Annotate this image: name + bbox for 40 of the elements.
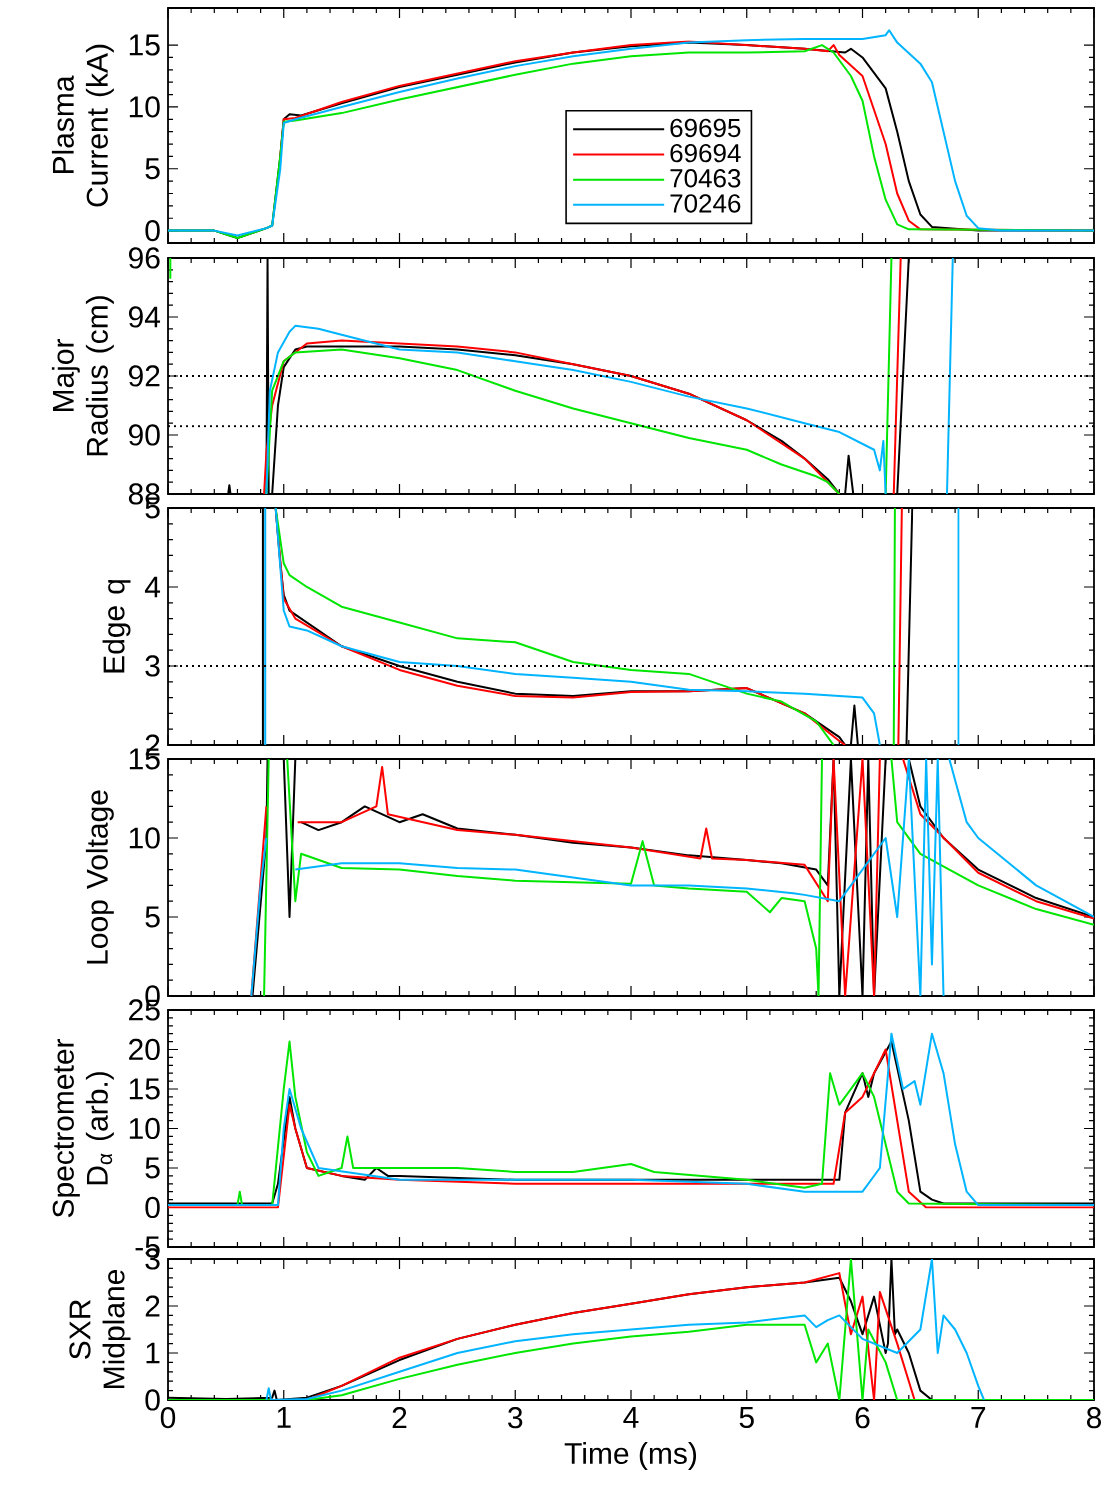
legend-label: 70463 [670,169,741,188]
y-tick-label: 96 [128,247,160,269]
y-tick-label: 0 [145,219,160,242]
x-tick-label: 0 [160,1407,176,1429]
y-tick-label: 1 [146,1342,160,1364]
x-tick-label: 2 [392,1407,407,1429]
y-tick-label: 20 [129,1038,160,1061]
x-tick-label: 6 [855,1407,870,1429]
legend-label: 70246 [670,194,741,213]
y-tick-label: 2 [145,1295,160,1317]
y-tick-label: 10 [129,827,160,849]
x-tick-label: 8 [1086,1407,1102,1429]
y-tick-label: 10 [129,1117,160,1140]
y-axis-title: SXR Midplane [69,1270,131,1388]
y-axis-title: Plasma Current (kA) [51,44,114,207]
y-tick-label: 94 [128,306,161,328]
y-tick-label: 3 [145,655,160,677]
y-tick-label: 10 [129,96,160,118]
legend-label: 69694 [670,143,741,163]
y-tick-label: 5 [145,158,160,180]
line-series [265,1259,986,1400]
x-tick-label: 3 [508,1407,523,1429]
y-axis-title: Loop Voltage [85,790,114,964]
y-tick-label: 92 [128,365,160,387]
x-tick-label: 1 [277,1407,291,1428]
x-axis-title: Time (ms) [564,1442,697,1470]
y-axis-title: Edge q [102,580,131,673]
y-tick-label: 4 [144,576,161,598]
y-tick-label: 0 [145,1196,160,1219]
legend-label: 69695 [670,118,741,138]
y-tick-label: 0 [145,1389,160,1411]
x-tick-label: 5 [739,1407,754,1428]
y-tick-label: 15 [129,34,160,56]
x-tick-label: 4 [623,1407,639,1428]
y-tick-label: 90 [128,424,160,446]
y-tick-label: 5 [145,906,160,928]
y-axis-title: Major Radius (cm) [51,296,114,456]
y-tick-label: 5 [145,1157,160,1179]
y-tick-label: 15 [129,1078,160,1100]
x-tick-label: 7 [971,1407,986,1428]
